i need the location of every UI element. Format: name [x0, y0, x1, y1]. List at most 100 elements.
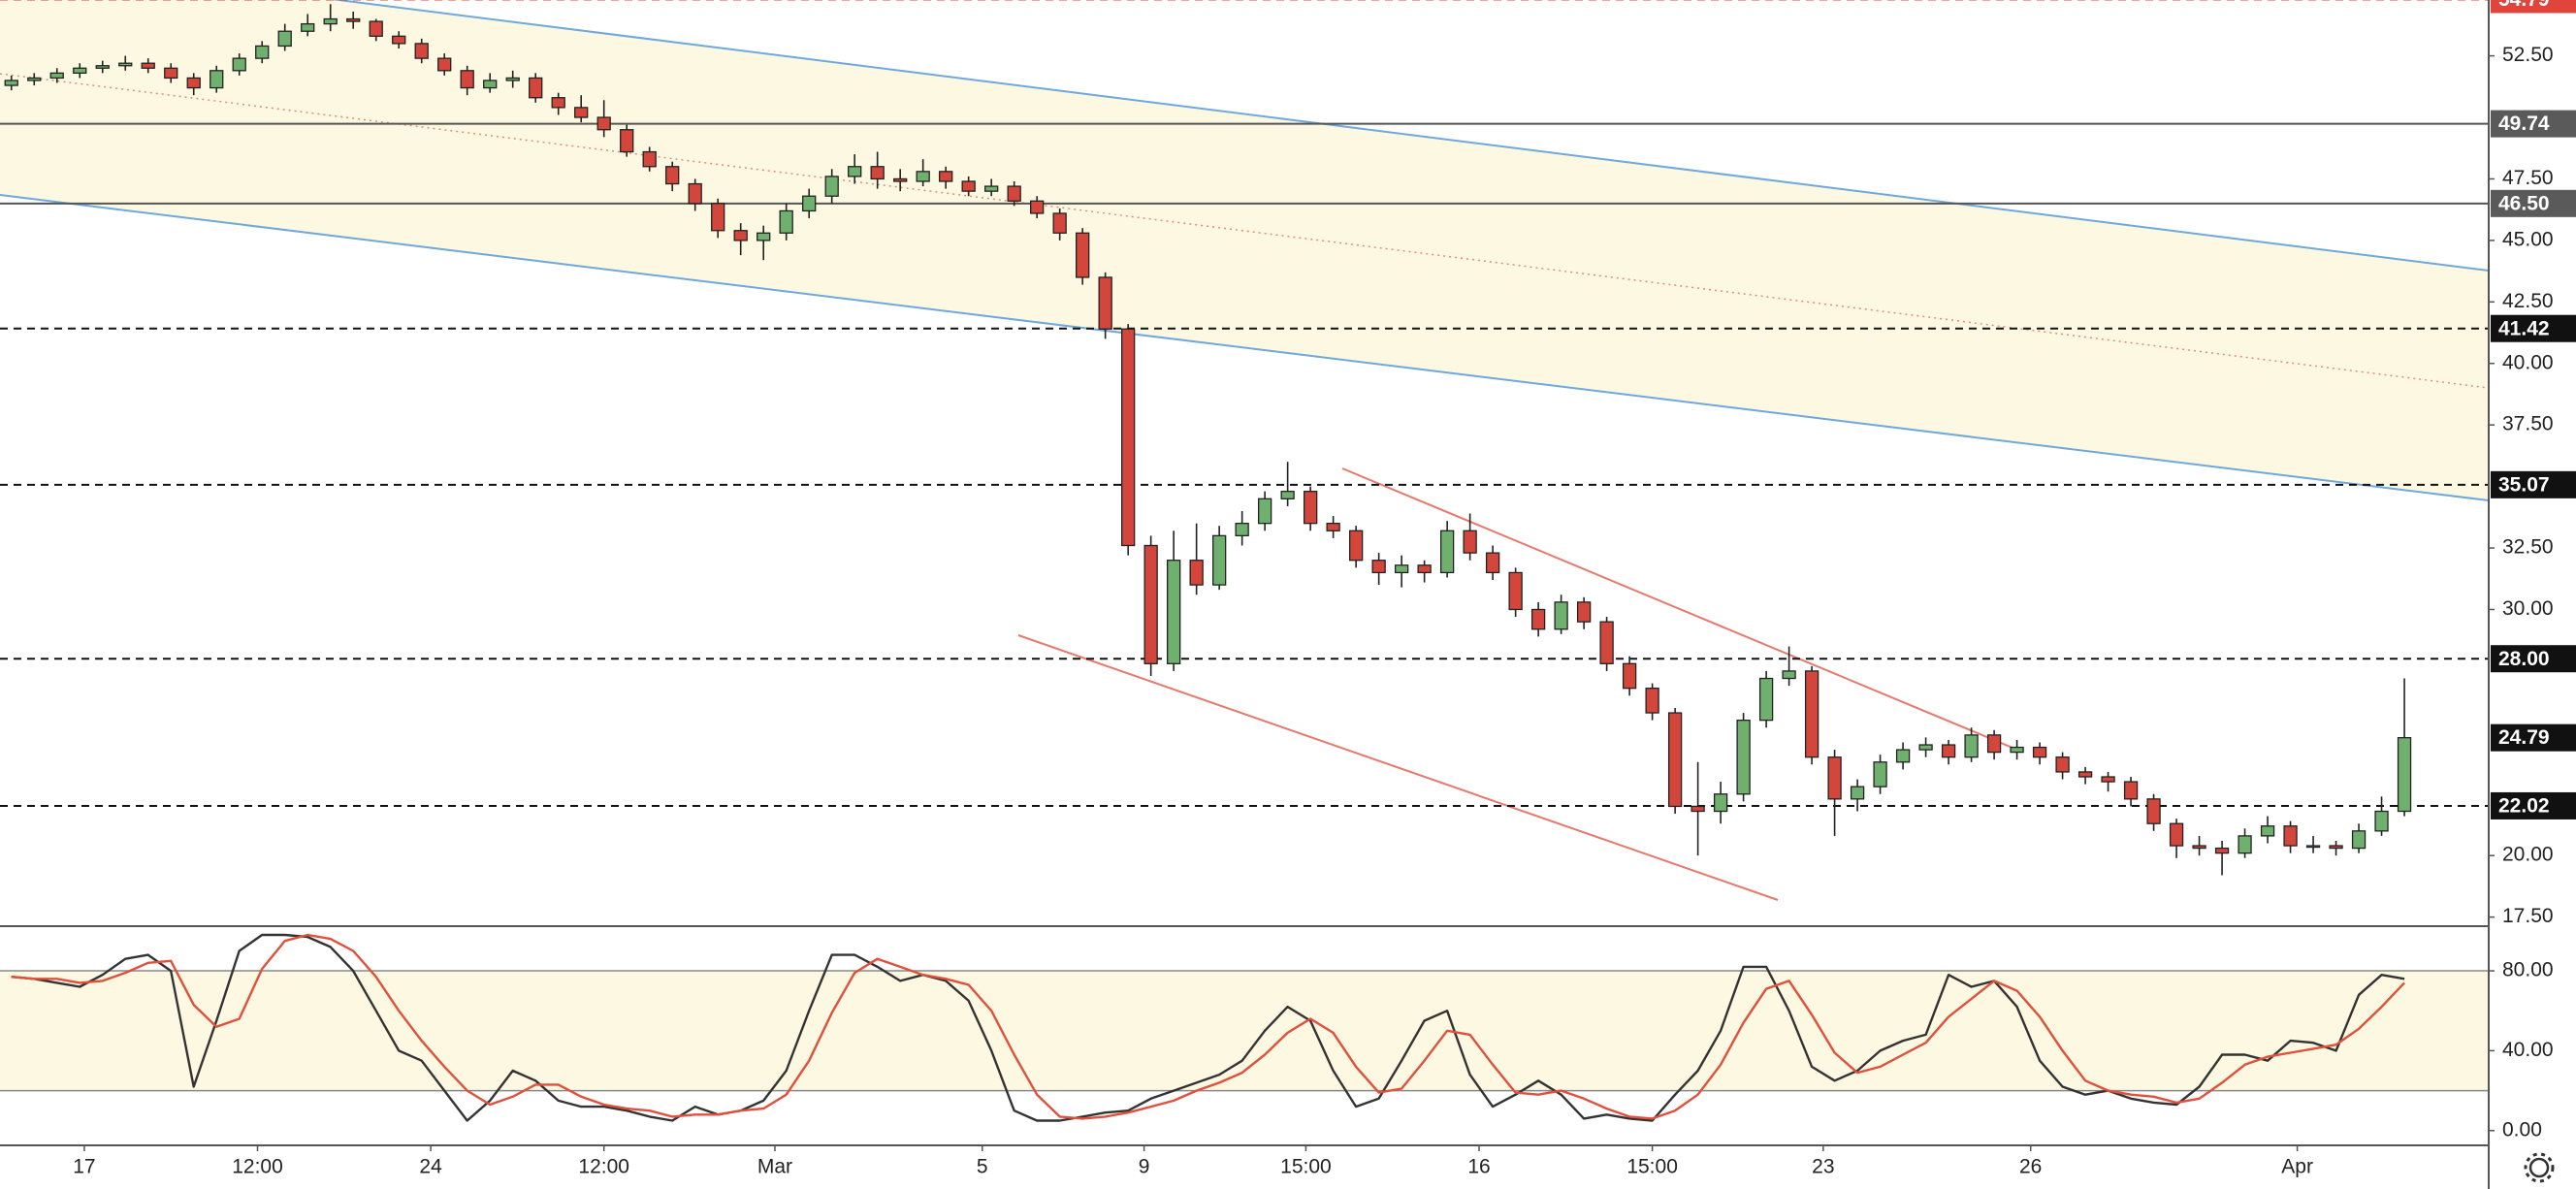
candle-body	[1098, 276, 1112, 330]
candle-body	[1189, 560, 1204, 586]
x-tick-label: 15:00	[1626, 1156, 1678, 1178]
candle-body	[1280, 491, 1295, 499]
candle-body	[141, 62, 155, 69]
x-tick-label: Apr	[2281, 1156, 2313, 1178]
stoch-line	[11, 933, 2405, 1120]
candle-body	[2123, 781, 2139, 800]
candle-body	[277, 30, 292, 48]
x-tick-label: 17	[73, 1156, 95, 1178]
candle-body	[529, 77, 543, 99]
candle-body	[323, 17, 338, 25]
candle-body	[1007, 185, 1021, 202]
settings-icon[interactable]	[2524, 1152, 2555, 1183]
y-tick-label: 17.50	[2502, 905, 2554, 927]
candle-body	[1895, 749, 1911, 763]
candle-body	[2214, 847, 2230, 854]
candle-body	[73, 67, 87, 75]
level-label: 54.79	[2498, 0, 2550, 11]
candle-body	[2192, 845, 2206, 850]
candle-body	[2032, 746, 2047, 758]
candle-body	[2101, 776, 2115, 783]
candle-body	[1576, 601, 1592, 623]
candle-body	[2055, 756, 2070, 773]
candle-body	[1257, 498, 1272, 525]
candle-body	[164, 67, 178, 80]
y-tick-label: 0.00	[2502, 1118, 2542, 1141]
candle-body	[2305, 845, 2321, 849]
candle-body	[1417, 564, 1432, 574]
x-tick-label: 23	[1812, 1156, 1834, 1178]
candle-body	[757, 232, 771, 241]
candle-body	[574, 107, 589, 118]
channel-mid	[0, 73, 2490, 389]
candle-body	[437, 57, 452, 72]
x-tick-label: 12:00	[578, 1156, 629, 1178]
y-tick-label: 42.50	[2502, 290, 2554, 312]
candle-body	[2397, 737, 2412, 813]
x-tick-label: 9	[1139, 1156, 1150, 1178]
level-label-box	[2491, 110, 2576, 138]
candle-body	[1030, 200, 1045, 214]
candle-body	[232, 57, 246, 72]
settings-teeth[interactable]	[2524, 1152, 2555, 1183]
y-tick-label: 47.50	[2502, 167, 2554, 189]
candle-body	[2329, 845, 2343, 850]
candle-body	[1348, 530, 1364, 562]
channel-upper	[331, 0, 2490, 272]
candle-body	[1873, 761, 1887, 787]
candle-body	[1804, 670, 1819, 758]
candle-body	[1964, 734, 1979, 758]
x-tick-label: 26	[2019, 1156, 2042, 1178]
y-tick-label: 52.50	[2502, 44, 2554, 66]
trend-lower	[1017, 634, 1779, 901]
price-label: 24.79	[2498, 726, 2550, 749]
candle-body	[1326, 523, 1340, 531]
candle-body	[1554, 601, 1568, 630]
candle-body	[1941, 744, 1956, 758]
y-tick-label: 30.00	[2502, 597, 2554, 620]
level-label: 46.50	[2498, 192, 2550, 214]
candle-body	[2169, 822, 2184, 847]
candle-body	[1121, 328, 1136, 547]
x-tick-label: 24	[419, 1156, 442, 1178]
candle-body	[1850, 786, 1865, 800]
candle-body	[1485, 552, 1500, 574]
y-tick-label: 32.50	[2502, 536, 2554, 559]
candle-body	[1508, 571, 1523, 611]
x-tick-label: 15:00	[1280, 1156, 1332, 1178]
candle-body	[2146, 798, 2161, 824]
y-tick-label: 20.00	[2502, 844, 2554, 866]
candle-body	[984, 185, 999, 192]
stoch-line	[11, 933, 2405, 1122]
candle-body	[620, 129, 634, 153]
candle-body	[939, 171, 953, 182]
candle-body	[733, 230, 748, 241]
candle-body	[255, 45, 270, 59]
candle-body	[1622, 662, 1637, 690]
candle-body	[961, 180, 976, 192]
candle-body	[824, 176, 839, 197]
candle-body	[2010, 746, 2024, 754]
settings-gear[interactable]	[2528, 1157, 2550, 1178]
candle-body	[4, 80, 18, 86]
candle-body	[2238, 835, 2252, 854]
candle-body	[27, 77, 42, 81]
channel-lower	[0, 194, 2490, 501]
candle-body	[392, 35, 406, 45]
candle-body	[460, 70, 474, 89]
candle-body	[551, 97, 565, 109]
y-tick-label: 40.00	[2502, 1039, 2554, 1061]
level-label: 49.74	[2498, 112, 2550, 135]
candle-body	[1303, 491, 1318, 525]
candle-body	[1076, 232, 1090, 278]
trend-upper	[1341, 467, 2013, 749]
candle-body	[893, 177, 908, 182]
candle-body	[1599, 621, 1614, 664]
candle-body	[49, 72, 64, 80]
level-label-box	[2491, 314, 2576, 342]
candle-body	[1827, 756, 1842, 800]
candle-body	[209, 70, 224, 89]
x-tick-label: Mar	[757, 1156, 792, 1178]
candle-body	[369, 20, 383, 37]
